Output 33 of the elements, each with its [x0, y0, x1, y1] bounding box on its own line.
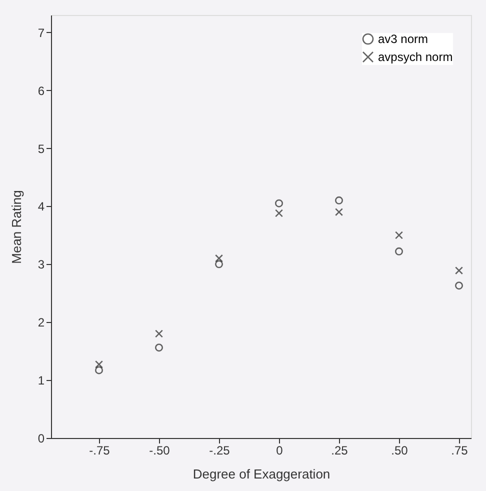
point — [334, 208, 344, 216]
point — [94, 366, 104, 374]
x-tick-label: -.25 — [209, 444, 230, 458]
point — [274, 199, 284, 208]
y-tick-label: 5 — [38, 142, 45, 156]
point — [454, 282, 464, 290]
point — [454, 266, 464, 275]
point — [94, 360, 104, 368]
legend-label: av3 norm — [378, 32, 428, 46]
y-tick-label: 0 — [38, 432, 45, 446]
x-tick-label: 0 — [276, 444, 284, 458]
y-tick-label: 3 — [38, 258, 45, 272]
y-tick-label: 2 — [38, 316, 45, 330]
x-tick-label: -.50 — [149, 444, 170, 458]
point — [274, 209, 284, 218]
y-tick-label: 1 — [38, 374, 45, 388]
point — [154, 344, 164, 352]
x-tick-label: .25 — [331, 444, 348, 458]
y-axis-title: Mean Rating — [8, 190, 24, 264]
point — [214, 260, 224, 268]
y-tick-label: 6 — [38, 84, 45, 98]
legend-label: avpsych norm — [378, 50, 453, 64]
point — [214, 254, 224, 262]
x-tick-label: -.75 — [89, 444, 110, 458]
x-tick-label: .50 — [391, 444, 408, 458]
point — [154, 330, 164, 338]
y-tick-label: 7 — [38, 26, 45, 40]
x-tick-label: .75 — [451, 444, 468, 458]
x-axis-title: Degree of Exaggeration — [192, 466, 330, 482]
point — [394, 231, 404, 240]
y-tick-label: 4 — [38, 200, 45, 214]
point — [334, 196, 344, 204]
point — [394, 247, 404, 256]
